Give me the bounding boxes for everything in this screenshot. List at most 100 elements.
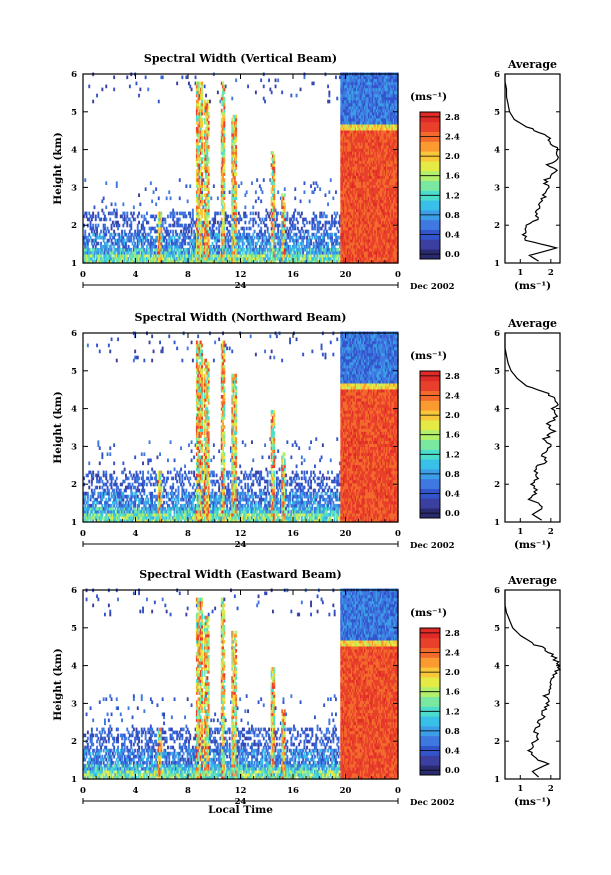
heatmap-cell xyxy=(199,229,202,234)
heatmap-cell xyxy=(182,253,185,258)
heatmap-cell xyxy=(361,257,364,261)
heatmap-cell xyxy=(128,235,131,240)
heatmap-cell xyxy=(316,250,319,255)
heatmap-cell xyxy=(211,226,214,231)
heatmap-cell xyxy=(188,226,190,231)
heatmap-cell xyxy=(231,172,234,176)
heatmap-cell xyxy=(286,214,289,219)
heatmap-cell xyxy=(128,257,131,261)
heatmap-cell xyxy=(106,253,109,258)
heatmap-cell xyxy=(180,247,183,252)
heatmap-cell xyxy=(375,214,378,219)
heatmap-cell xyxy=(126,235,129,240)
heatmap-cell xyxy=(370,136,373,140)
heatmap-cell xyxy=(235,163,238,167)
heatmap-cell xyxy=(369,166,372,170)
heatmap-cell xyxy=(323,229,326,234)
heatmap-cell xyxy=(378,223,381,228)
heatmap-cell xyxy=(98,257,101,261)
heatmap-cell xyxy=(327,253,330,258)
heatmap-cell xyxy=(295,238,298,243)
heatmap-cell xyxy=(356,214,358,219)
heatmap-cell xyxy=(341,120,344,125)
heatmap-cell xyxy=(233,175,236,179)
heatmap-cell xyxy=(296,238,299,243)
heatmap-cell xyxy=(373,229,376,234)
heatmap-cell xyxy=(377,114,379,119)
heatmap-cell xyxy=(365,160,368,164)
heatmap-cell xyxy=(231,193,234,198)
heatmap-cell xyxy=(358,235,361,240)
heatmap-cell xyxy=(243,241,246,246)
heatmap-cell xyxy=(209,247,211,252)
heatmap-cell xyxy=(203,211,206,216)
heatmap-cell xyxy=(283,193,286,198)
heatmap-cell xyxy=(206,199,209,204)
heatmap-cell xyxy=(83,214,85,219)
heatmap-cell xyxy=(303,217,306,222)
heatmap-cell xyxy=(325,247,328,252)
heatmap-cell xyxy=(357,166,360,170)
heatmap-cell xyxy=(363,190,366,195)
heatmap-cell xyxy=(282,241,285,246)
heatmap-cell xyxy=(373,217,376,222)
heatmap-cell xyxy=(375,84,378,89)
heatmap-cell xyxy=(184,260,187,264)
heatmap-cell xyxy=(201,208,204,213)
heatmap-cell xyxy=(361,108,364,113)
heatmap-cell xyxy=(206,220,209,225)
heatmap-cell xyxy=(205,260,208,264)
heatmap-cell xyxy=(168,247,171,252)
heatmap-cell xyxy=(289,220,292,225)
heatmap-cell xyxy=(125,260,127,264)
heatmap-cell xyxy=(207,145,210,149)
heatmap-cell xyxy=(359,208,362,213)
heatmap-cell xyxy=(370,90,373,95)
heatmap-cell xyxy=(332,220,335,225)
heatmap-cell xyxy=(378,214,381,219)
heatmap-cell xyxy=(143,229,146,234)
heatmap-cell xyxy=(130,260,133,264)
heatmap-cell xyxy=(203,166,206,170)
heatmap-cell xyxy=(223,208,226,213)
heatmap-cell xyxy=(358,253,361,258)
heatmap-cell xyxy=(341,169,344,173)
heatmap-cell xyxy=(134,241,137,246)
heatmap-cell xyxy=(373,75,376,80)
heatmap-cell xyxy=(369,172,372,176)
heatmap-cell xyxy=(205,93,208,98)
heatmap-cell xyxy=(198,250,201,255)
heatmap-cell xyxy=(236,260,239,264)
heatmap-cell xyxy=(358,229,361,234)
heatmap-cell xyxy=(177,260,180,264)
heatmap-cell xyxy=(378,208,381,213)
heatmap-cell xyxy=(295,250,298,255)
heatmap-cell xyxy=(371,78,374,83)
heatmap-cell xyxy=(155,214,158,219)
heatmap-cell xyxy=(240,226,243,231)
heatmap-cell xyxy=(93,253,96,258)
heatmap-cell xyxy=(194,81,197,86)
heatmap-cell xyxy=(290,229,293,234)
heatmap-cell xyxy=(375,247,378,252)
heatmap-cell xyxy=(328,235,331,240)
heatmap-cell xyxy=(289,226,292,231)
heatmap-cell xyxy=(86,238,89,243)
heatmap-cell xyxy=(140,232,143,237)
heatmap-cell xyxy=(356,202,358,207)
heatmap-cell xyxy=(224,257,227,261)
heatmap-cell xyxy=(232,250,235,255)
heatmap-cell xyxy=(362,169,365,173)
heatmap-cell xyxy=(264,232,267,237)
heatmap-cell xyxy=(307,232,310,237)
heatmap-cell xyxy=(253,253,256,258)
heatmap-cell xyxy=(173,238,176,243)
heatmap-cell xyxy=(193,229,196,234)
heatmap-cell xyxy=(272,151,274,155)
heatmap-cell xyxy=(361,117,364,122)
heatmap-cell xyxy=(214,253,217,258)
heatmap-cell xyxy=(353,78,356,83)
heatmap-cell xyxy=(227,238,230,243)
heatmap-cell xyxy=(327,241,330,246)
heatmap-cell xyxy=(348,260,351,264)
